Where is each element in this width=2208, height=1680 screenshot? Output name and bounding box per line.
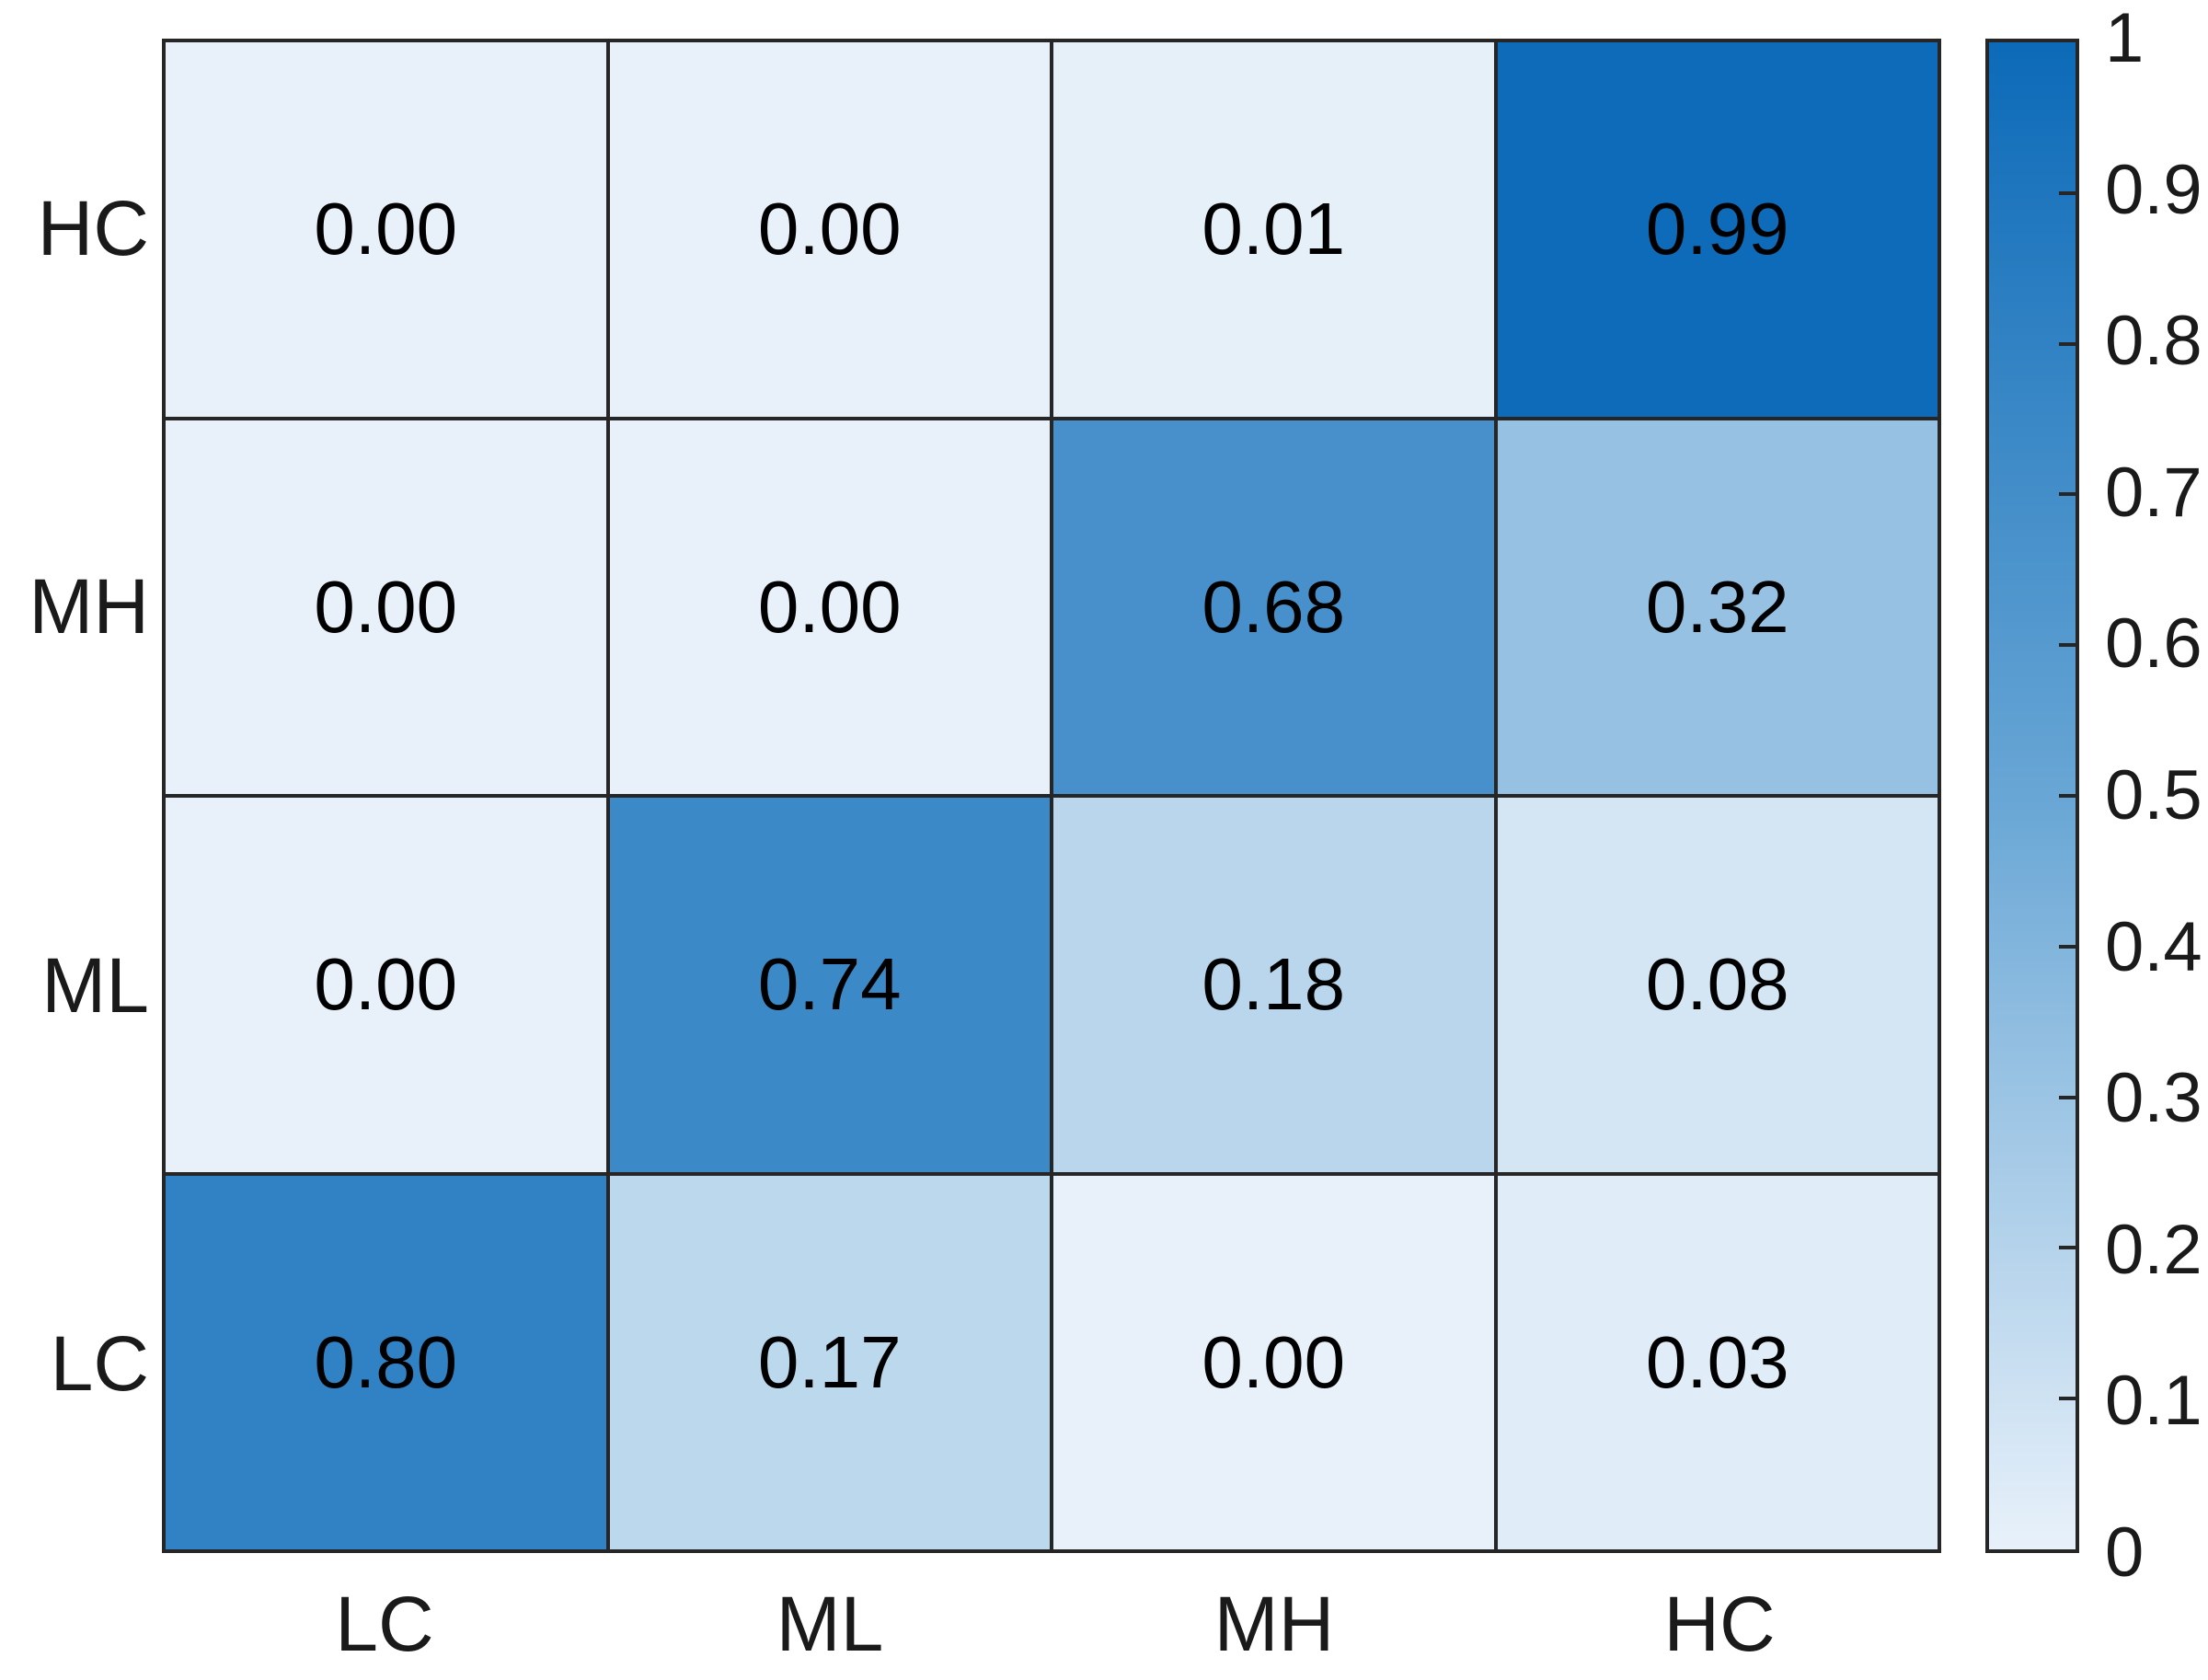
colorbar-tick bbox=[2059, 492, 2076, 497]
heatmap-cell: 0.08 bbox=[1497, 798, 1938, 1172]
x-axis-label: ML bbox=[776, 1581, 884, 1667]
colorbar-tick-label: 0.5 bbox=[2105, 756, 2202, 834]
heatmap-cell: 0.32 bbox=[1497, 420, 1938, 794]
y-axis-label: LC bbox=[50, 1320, 149, 1407]
colorbar-tick bbox=[2059, 1095, 2076, 1099]
cell-value-label: 0.08 bbox=[1645, 943, 1789, 1026]
heatmap-grid: 0.00 0.00 0.01 0.99 0.00 0.00 0.68 0.32 … bbox=[162, 39, 1941, 1553]
cell-value-label: 0.00 bbox=[1202, 1320, 1346, 1403]
colorbar-tick bbox=[2059, 190, 2076, 195]
heatmap-cell: 0.00 bbox=[1053, 1175, 1494, 1549]
y-axis-label: ML bbox=[41, 942, 149, 1029]
cell-value-label: 0.32 bbox=[1645, 565, 1789, 648]
colorbar-tick bbox=[2059, 794, 2076, 798]
heatmap-cell: 0.17 bbox=[609, 1175, 1050, 1549]
cell-value-label: 0.74 bbox=[757, 943, 902, 1026]
colorbar-tick-label: 0.6 bbox=[2105, 604, 2202, 684]
x-axis-label: HC bbox=[1663, 1581, 1776, 1667]
cell-value-label: 0.99 bbox=[1645, 188, 1789, 270]
colorbar-tick-label: 0.7 bbox=[2105, 453, 2202, 532]
colorbar bbox=[1985, 39, 2079, 1553]
cell-value-label: 0.00 bbox=[757, 188, 902, 270]
heatmap-cell: 0.99 bbox=[1497, 42, 1938, 417]
y-axis-label: MH bbox=[29, 563, 149, 650]
colorbar-tick bbox=[2059, 1246, 2076, 1250]
cell-value-label: 0.00 bbox=[314, 188, 458, 270]
cell-value-label: 0.01 bbox=[1202, 188, 1346, 270]
colorbar-tick bbox=[2059, 944, 2076, 949]
heatmap-cell: 0.01 bbox=[1053, 42, 1494, 417]
y-axis-label: HC bbox=[37, 185, 149, 271]
x-axis-label: MH bbox=[1213, 1581, 1335, 1667]
cell-value-label: 0.03 bbox=[1645, 1320, 1789, 1403]
cell-value-label: 0.00 bbox=[757, 565, 902, 648]
colorbar-tick bbox=[2059, 341, 2076, 346]
colorbar-tick-label: 0 bbox=[2105, 1513, 2145, 1592]
cell-value-label: 0.80 bbox=[314, 1320, 458, 1403]
heatmap-cell: 0.74 bbox=[609, 798, 1050, 1172]
heatmap-cell: 0.18 bbox=[1053, 798, 1494, 1172]
heatmap-cell: 0.00 bbox=[166, 420, 606, 794]
colorbar-tick-label: 0.9 bbox=[2105, 150, 2202, 229]
x-axis-label: LC bbox=[335, 1581, 434, 1667]
colorbar-tick-label: 1 bbox=[2105, 0, 2145, 77]
colorbar-tick-label: 0.4 bbox=[2105, 907, 2202, 986]
colorbar-tick bbox=[2059, 1397, 2076, 1401]
heatmap-cell: 0.68 bbox=[1053, 420, 1494, 794]
heatmap-cell: 0.00 bbox=[166, 798, 606, 1172]
colorbar-tick bbox=[2059, 643, 2076, 648]
heatmap-cell: 0.00 bbox=[609, 420, 1050, 794]
heatmap-cell: 0.00 bbox=[166, 42, 606, 417]
cell-value-label: 0.68 bbox=[1202, 565, 1346, 648]
colorbar-tick-label: 0.3 bbox=[2105, 1059, 2202, 1138]
colorbar-tick-label: 0.1 bbox=[2105, 1362, 2202, 1441]
colorbar-tick-label: 0.2 bbox=[2105, 1210, 2202, 1289]
cell-value-label: 0.18 bbox=[1202, 943, 1346, 1026]
heatmap-cell: 0.00 bbox=[609, 42, 1050, 417]
colorbar-tick-label: 0.8 bbox=[2105, 302, 2202, 381]
cell-value-label: 0.00 bbox=[314, 943, 458, 1026]
cell-value-label: 0.00 bbox=[314, 565, 458, 648]
heatmap-cell: 0.80 bbox=[166, 1175, 606, 1549]
cell-value-label: 0.17 bbox=[757, 1320, 902, 1403]
heatmap-cell: 0.03 bbox=[1497, 1175, 1938, 1549]
